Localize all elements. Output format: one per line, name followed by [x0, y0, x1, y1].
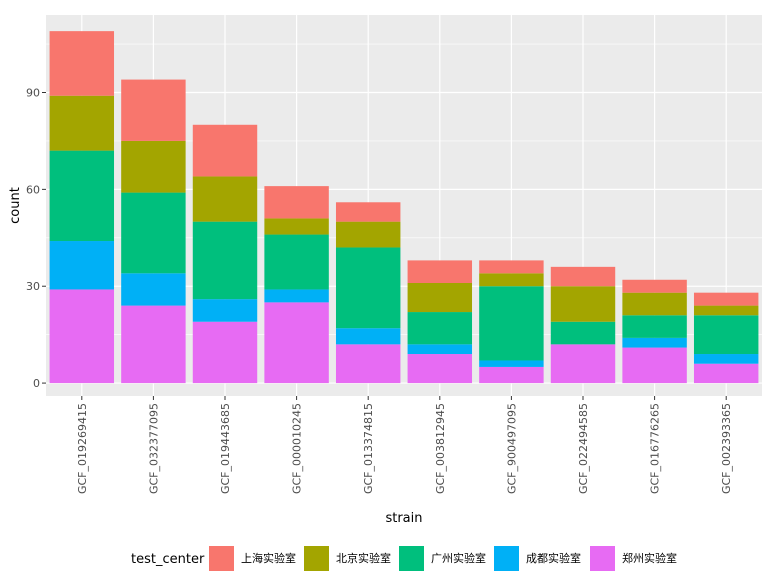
bar-segment [550, 321, 616, 345]
x-tick-label: GCF_000010245 [291, 403, 304, 494]
x-tick-label: GCF_900497095 [505, 403, 518, 494]
bars [49, 31, 759, 384]
bar-segment [407, 282, 473, 313]
bar-segment [407, 312, 473, 345]
legend-label: 上海实验室 [241, 551, 296, 565]
x-tick-label: GCF_019269415 [76, 403, 89, 494]
bar-segment [693, 292, 759, 306]
bar-segment [693, 315, 759, 355]
bar-segment [264, 218, 329, 235]
bar-segment [192, 176, 258, 222]
bar-segment [550, 266, 616, 287]
bar-segment [335, 221, 401, 248]
x-axis-title: strain [385, 511, 422, 526]
y-tick-label: 90 [26, 86, 40, 99]
legend-label: 成都实验室 [526, 551, 581, 565]
bar-segment [479, 360, 544, 367]
bar-segment [192, 221, 258, 300]
bar-segment [407, 260, 473, 283]
bar-segment [550, 344, 616, 384]
y-axis: 0 30 60 90 [26, 86, 46, 390]
legend-label: 北京实验室 [336, 551, 391, 565]
bar-segment [622, 337, 687, 348]
bar-segment [121, 79, 186, 141]
y-tick-label: 60 [26, 183, 40, 196]
bar-segment [407, 344, 473, 355]
bar-segment [264, 289, 329, 303]
bar-segment [335, 202, 401, 222]
bar-segment [49, 289, 115, 384]
bar-segment [192, 321, 258, 384]
bar-segment [693, 354, 759, 364]
bar-segment [264, 302, 329, 384]
bar-segment [49, 150, 115, 242]
bar-segment [335, 247, 401, 329]
bar-segment [264, 234, 329, 290]
legend-key [494, 546, 519, 571]
bar-segment [335, 344, 401, 384]
bar-segment [121, 305, 186, 384]
x-tick-label: GCF_003812945 [434, 403, 447, 494]
legend-label: 广州实验室 [431, 551, 486, 565]
legend-key [209, 546, 234, 571]
bar-segment [622, 292, 687, 316]
x-tick-label: GCF_022494585 [577, 403, 590, 494]
bar-segment [49, 241, 115, 290]
bar-segment [264, 186, 329, 219]
bar-segment [479, 260, 544, 274]
legend-key [590, 546, 615, 571]
x-tick-label: GCF_032377095 [147, 403, 160, 494]
bar-segment [121, 192, 186, 274]
bar-segment [335, 328, 401, 345]
bar-segment [622, 347, 687, 384]
bar-segment [49, 95, 115, 151]
bar-segment [550, 286, 616, 322]
y-axis-title: count [8, 187, 23, 224]
bar-segment [192, 299, 258, 322]
x-tick-label: GCF_016776265 [649, 403, 662, 494]
y-tick-label: 0 [33, 377, 40, 390]
bar-segment [49, 31, 115, 96]
bar-segment [192, 124, 258, 177]
x-axis: GCF_019269415 GCF_032377095 GCF_019443685 G… [76, 396, 733, 494]
bar-segment [479, 286, 544, 361]
bar-segment [622, 315, 687, 338]
bar-segment [121, 273, 186, 306]
legend-title: test_center [131, 552, 205, 567]
y-tick-label: 30 [26, 280, 40, 293]
bar-segment [693, 305, 759, 316]
bar-segment [121, 140, 186, 193]
bar-segment [479, 366, 544, 384]
legend-label: 郑州实验室 [622, 551, 677, 565]
bar-segment [693, 363, 759, 384]
legend-key [304, 546, 329, 571]
x-tick-label: GCF_019443685 [219, 403, 232, 494]
x-tick-label: GCF_013374815 [362, 403, 375, 494]
bar-segment [622, 279, 687, 293]
bar-segment [479, 273, 544, 287]
legend: test_center 上海实验室 北京实验室 广州实验室 成都实验室 郑州实验室 [131, 546, 677, 571]
x-tick-label: GCF_002393365 [720, 403, 733, 494]
legend-key [399, 546, 424, 571]
bar-segment [407, 354, 473, 384]
